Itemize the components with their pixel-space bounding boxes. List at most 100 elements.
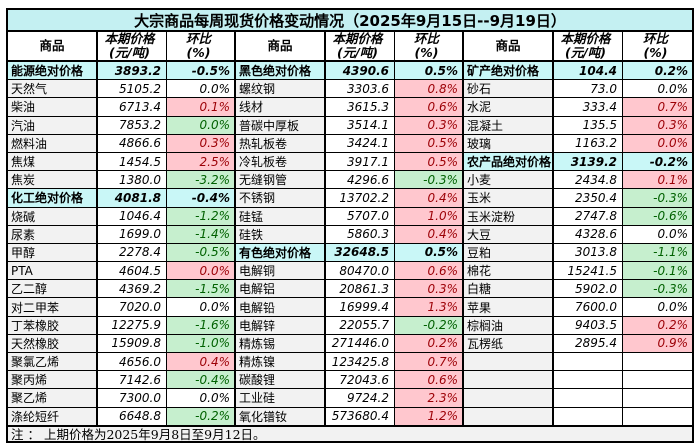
price-cell: 13702.2 <box>326 189 395 208</box>
price-cell: 2895.4 <box>554 334 623 353</box>
header-line: 环比 <box>642 32 668 46</box>
price-cell: 6713.4 <box>98 98 167 117</box>
commodity-cell: 精炼镍 <box>236 353 326 372</box>
pct-change-cell: 0.0% <box>623 134 692 153</box>
price-cell: 2350.4 <box>554 189 623 208</box>
price-cell: 271446.0 <box>326 334 395 353</box>
category-name-cell: 能源绝对价格 <box>8 62 98 81</box>
price-cell: 6648.8 <box>98 407 167 426</box>
pct-change-cell: 0.5% <box>395 243 464 263</box>
commodity-cell: 乙二醇 <box>8 280 98 299</box>
commodity-cell <box>464 353 554 372</box>
pct-change-cell: 0.0% <box>167 389 236 408</box>
category-name-cell: 黑色绝对价格 <box>236 62 326 81</box>
commodity-cell <box>464 389 554 408</box>
price-cell: 12275.9 <box>98 316 167 335</box>
commodity-cell: 精炼锡 <box>236 334 326 353</box>
pct-change-cell: 0.3% <box>623 116 692 135</box>
commodity-cell: 聚乙烯 <box>8 389 98 408</box>
price-cell: 2747.8 <box>554 207 623 226</box>
commodity-cell: 硅铁 <box>236 225 326 244</box>
price-cell: 2278.4 <box>98 243 167 263</box>
category-name-cell: 化工绝对价格 <box>8 189 98 208</box>
price-cell: 4081.8 <box>98 189 167 208</box>
price-cell: 7020.0 <box>98 298 167 317</box>
price-cell: 3013.8 <box>554 243 623 263</box>
commodity-cell: 烧碱 <box>8 207 98 226</box>
pct-change-cell: -0.4% <box>167 189 236 208</box>
pct-change-cell: 0.4% <box>395 189 464 208</box>
price-cell: 5902.0 <box>554 280 623 299</box>
pct-change-cell: 0.9% <box>623 334 692 353</box>
header-line: (%) <box>414 45 439 60</box>
header-line: 环比 <box>185 32 211 46</box>
commodity-cell: 混凝土 <box>464 116 554 135</box>
header-line: 本期价格 <box>104 32 155 46</box>
price-cell: 5707.0 <box>326 207 395 226</box>
pct-change-cell: -0.3% <box>623 280 692 299</box>
commodity-cell: 电解铝 <box>236 280 326 299</box>
commodity-cell: 不锈钢 <box>236 189 326 208</box>
header-pct: 环比 (%) <box>623 32 692 62</box>
pct-change-cell: 0.0% <box>167 116 236 135</box>
pct-change-cell: -0.6% <box>623 207 692 226</box>
price-cell: 7853.2 <box>98 116 167 135</box>
commodity-cell: PTA <box>8 262 98 281</box>
price-cell: 3424.1 <box>326 134 395 153</box>
price-cell: 4296.6 <box>326 171 395 190</box>
commodity-cell <box>464 371 554 390</box>
commodity-cell: 氧化镨钕 <box>236 407 326 426</box>
price-cell: 32648.5 <box>326 243 395 263</box>
commodity-cell: 天然橡胶 <box>8 334 98 353</box>
commodity-cell: 豆粕 <box>464 243 554 263</box>
commodity-cell: 硅锰 <box>236 207 326 226</box>
commodity-cell: 小麦 <box>464 171 554 190</box>
price-cell: 123425.8 <box>326 353 395 372</box>
price-cell: 5105.2 <box>98 80 167 99</box>
pct-change-cell: 0.4% <box>167 353 236 372</box>
price-cell: 7142.6 <box>98 371 167 390</box>
header-line: (元/吨) <box>337 45 378 60</box>
price-cell: 1163.2 <box>554 134 623 153</box>
price-cell: 3917.1 <box>326 152 395 172</box>
price-cell: 1699.0 <box>98 225 167 244</box>
pct-change-cell: -0.2% <box>623 152 692 172</box>
header-line: 本期价格 <box>560 32 611 46</box>
pct-change-cell: 0.0% <box>167 80 236 99</box>
pct-change-cell: 0.0% <box>167 298 236 317</box>
price-cell: 4390.6 <box>326 62 395 81</box>
price-cell: 4604.5 <box>98 262 167 281</box>
price-cell: 135.5 <box>554 116 623 135</box>
commodity-cell: 水泥 <box>464 98 554 117</box>
price-cell <box>554 389 623 408</box>
commodity-cell: 玉米淀粉 <box>464 207 554 226</box>
pct-change-cell: 0.0% <box>623 298 692 317</box>
commodity-cell <box>464 407 554 426</box>
commodity-cell: 汽油 <box>8 116 98 135</box>
pct-change-cell: 1.0% <box>395 207 464 226</box>
header-commodity: 商品 <box>236 32 326 62</box>
pct-change-cell: -1.4% <box>167 225 236 244</box>
header-line: (%) <box>186 45 211 60</box>
pct-change-cell: 0.7% <box>623 98 692 117</box>
price-cell <box>554 407 623 426</box>
commodity-cell: 聚丙烯 <box>8 371 98 390</box>
category-name-cell: 有色绝对价格 <box>236 243 326 263</box>
price-cell: 4656.0 <box>98 353 167 372</box>
price-cell: 72043.6 <box>326 371 395 390</box>
pct-change-cell <box>623 353 692 372</box>
pct-change-cell: 0.0% <box>167 262 236 281</box>
price-cell <box>554 353 623 372</box>
pct-change-cell: 0.2% <box>623 316 692 335</box>
header-pct: 环比 (%) <box>167 32 236 62</box>
pct-change-cell: 0.4% <box>395 225 464 244</box>
commodity-cell: 冷轧板卷 <box>236 152 326 172</box>
pct-change-cell: 0.0% <box>623 225 692 244</box>
pct-change-cell: 2.5% <box>167 152 236 172</box>
header-commodity: 商品 <box>464 32 554 62</box>
pct-change-cell: -3.2% <box>167 171 236 190</box>
price-cell: 15241.5 <box>554 262 623 281</box>
price-cell: 7600.0 <box>554 298 623 317</box>
pct-change-cell: -1.5% <box>167 280 236 299</box>
price-cell: 2434.8 <box>554 171 623 190</box>
